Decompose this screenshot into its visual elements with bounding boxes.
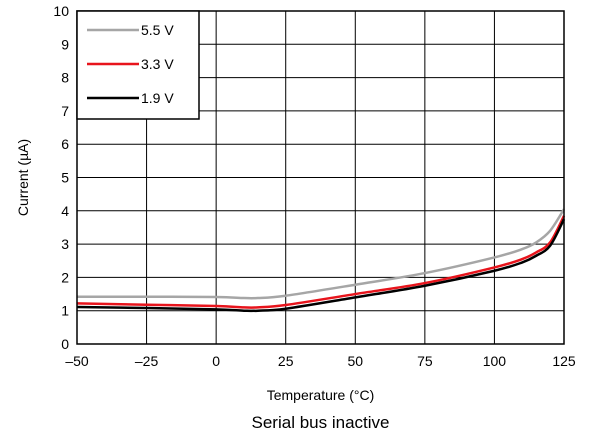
y-tick-label: 7 bbox=[61, 103, 69, 119]
x-tick-label: 125 bbox=[552, 353, 576, 369]
y-tick-label: 1 bbox=[61, 303, 69, 319]
legend: 5.5 V 3.3 V 1.9 V bbox=[76, 10, 200, 120]
y-tick-label: 10 bbox=[53, 3, 69, 19]
y-tick-label: 4 bbox=[61, 203, 69, 219]
y-tick-label: 2 bbox=[61, 269, 69, 285]
x-tick-label: 100 bbox=[483, 353, 507, 369]
legend-label-0: 5.5 V bbox=[141, 22, 174, 38]
series-line-0 bbox=[76, 208, 566, 300]
series-line-1 bbox=[76, 215, 566, 309]
y-tick-label: 5 bbox=[61, 170, 69, 186]
legend-label-2: 1.9 V bbox=[141, 90, 174, 106]
x-tick-label: 25 bbox=[278, 353, 294, 369]
y-axis-ticks: 0 1 2 3 4 5 6 7 8 9 10 bbox=[53, 3, 69, 352]
plot-area-frame bbox=[76, 10, 565, 345]
x-axis-ticks: –50 –25 0 25 50 75 100 125 bbox=[65, 353, 576, 369]
chart-caption: Serial bus inactive bbox=[252, 413, 390, 432]
x-tick-label: 50 bbox=[347, 353, 363, 369]
x-tick-label: –50 bbox=[65, 353, 89, 369]
y-tick-label: 0 bbox=[61, 336, 69, 352]
grid bbox=[76, 10, 565, 345]
y-tick-label: 8 bbox=[61, 70, 69, 86]
series-line-2 bbox=[76, 218, 566, 313]
x-tick-label: 75 bbox=[417, 353, 433, 369]
y-tick-label: 9 bbox=[61, 36, 69, 52]
x-tick-label: 0 bbox=[212, 353, 220, 369]
legend-label-1: 3.3 V bbox=[141, 56, 174, 72]
series-lines bbox=[76, 208, 566, 313]
x-tick-label: –25 bbox=[135, 353, 159, 369]
y-axis-title: Current (µA) bbox=[15, 139, 31, 216]
y-tick-label: 6 bbox=[61, 136, 69, 152]
y-tick-label: 3 bbox=[61, 236, 69, 252]
x-axis-title: Temperature (°C) bbox=[267, 387, 375, 403]
